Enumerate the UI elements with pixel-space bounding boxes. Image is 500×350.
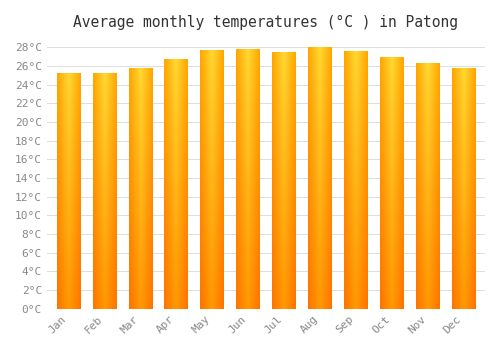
Title: Average monthly temperatures (°C ) in Patong: Average monthly temperatures (°C ) in Pa…: [74, 15, 458, 30]
